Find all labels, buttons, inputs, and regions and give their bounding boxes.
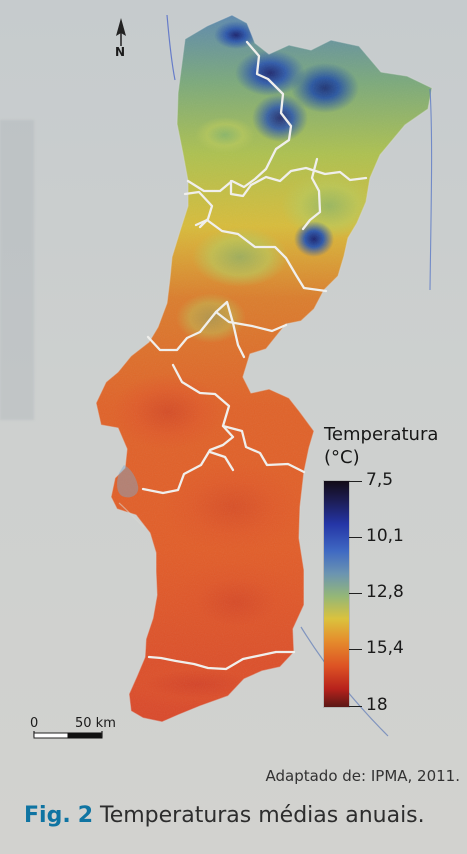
legend-tick-label: 15,4	[366, 638, 404, 658]
legend-tick-label: 7,5	[366, 470, 394, 490]
eastern-boundary-line	[429, 88, 433, 291]
legend-tick-label: 10,1	[366, 526, 404, 546]
legend-tick-label: 12,8	[366, 582, 404, 602]
north-arrow-icon	[116, 18, 126, 46]
northern-boundary-line	[166, 14, 176, 81]
background-shadow-block	[0, 120, 34, 420]
legend-ticks: 7,5 10,1 12,8 15,4 18	[349, 472, 467, 714]
legend-tick-line	[349, 537, 362, 538]
scale-start-label: 0	[30, 716, 39, 731]
district-borders	[141, 40, 368, 671]
legend-unit: (°C)	[324, 447, 360, 468]
source-credit: Adaptado de: IPMA, 2011.	[265, 767, 461, 785]
portugal-temperature-map	[95, 14, 433, 737]
legend-tick-line	[349, 481, 362, 482]
legend-tick-line	[349, 649, 362, 650]
temperature-map-area	[95, 14, 433, 737]
figure-number: 2	[77, 803, 93, 828]
legend-color-bar	[324, 481, 349, 707]
legend-tick-line	[349, 593, 362, 594]
map-scale: 0 50 km	[30, 716, 150, 744]
legend-title: Temperatura	[324, 424, 439, 445]
estuary-water	[117, 465, 139, 498]
figure-caption-text: Temperaturas médias anuais.	[100, 803, 425, 828]
coastline-detail	[118, 502, 145, 528]
scale-bar-graphic	[33, 731, 103, 739]
legend-tick-line	[349, 706, 362, 707]
legend-tick-label: 18	[366, 695, 388, 715]
figure-caption: Fig. 2 Temperaturas médias anuais.	[24, 803, 425, 828]
scale-end-label: 50 km	[75, 716, 116, 731]
figure-prefix: Fig.	[24, 803, 71, 828]
north-label: N	[115, 45, 126, 59]
